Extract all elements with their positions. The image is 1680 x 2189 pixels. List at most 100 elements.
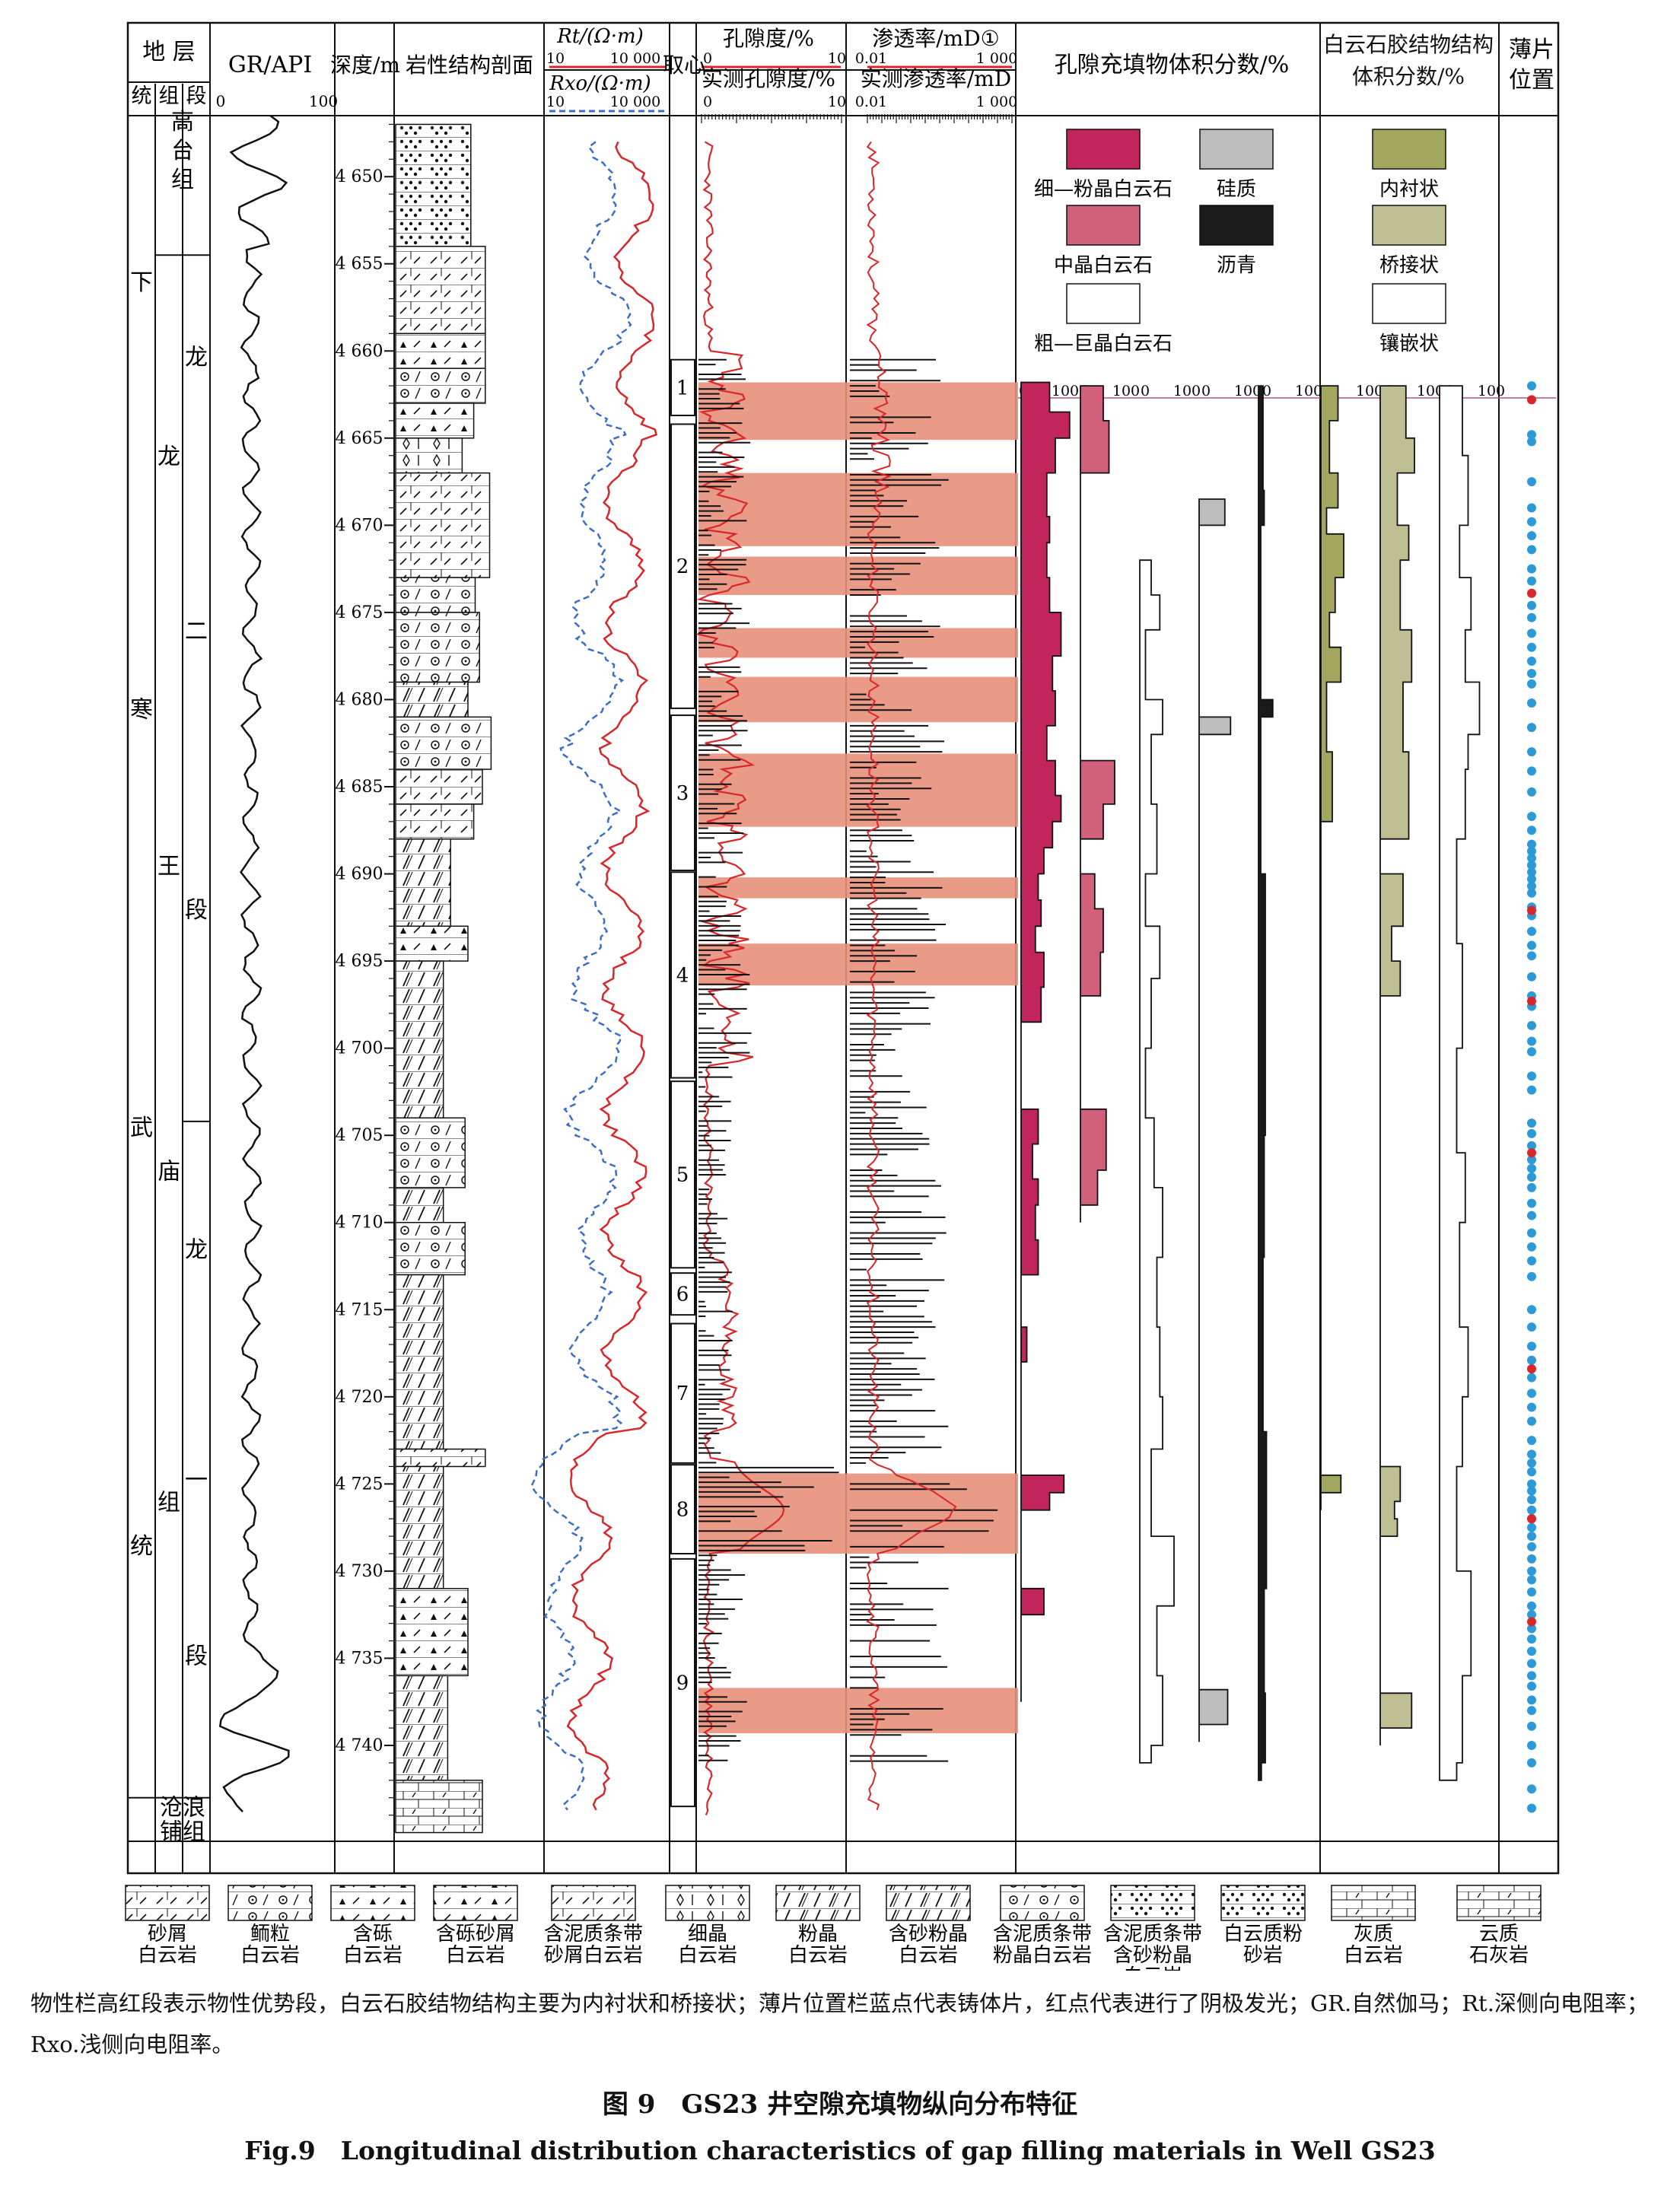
lithology-bed [395,246,486,335]
thin-section-dot-cast [1527,1211,1536,1220]
thin-section-dot-cast [1527,1449,1536,1459]
thin-section-dot-cast [1527,927,1536,937]
thin-section-dot-cast [1527,1587,1536,1597]
thin-section-dot-cast [1527,1721,1536,1731]
res-scale-min: 10 [546,50,565,67]
lith-legend-label: 石灰岩 [1469,1944,1529,1967]
thin-section-dot-cast [1527,657,1536,667]
formation-char: 龙 [158,444,180,470]
perm-measured: 实测渗透率/mD [861,66,1011,91]
depth-header: 深度/m [330,52,400,78]
formation-char: 台 [171,138,194,164]
thin-section-dot-cast [1527,679,1536,689]
thin-section-dot-cast [1527,1155,1536,1165]
medium-dolomite-fill [1080,385,1115,1223]
thin-section-dot-cast [1527,1634,1536,1644]
dolo-legend-label: 镶嵌状 [1379,332,1439,355]
lith-legend-label: 灰质 [1354,1923,1393,1946]
res-scale-max-2: 10 000 [610,94,660,110]
thin-section-dot-cl [1527,1364,1536,1374]
por-scale-min-2: 0 [703,94,712,110]
thin-section-dot-cast [1527,723,1536,733]
lith-legend-label: 粉晶白云岩 [993,1944,1092,1967]
lithology-bed [395,577,476,613]
lith-legend-swatch [551,1885,636,1921]
member-char: 龙 [185,1237,208,1264]
litho-header: 岩性结构剖面 [406,52,533,78]
thin-section-dot-cast [1527,1020,1536,1030]
lith-legend-label: 含泥质条带 [544,1923,643,1946]
thin-section-dot-cl [1527,905,1536,915]
depth-ticks: 4 650 4 655 4 660 4 665 4 670 4 675 4 680 4 685… [336,123,394,1816]
figure-note: 物性栏高红段表示物性优势段，白云石胶结物结构主要为内衬状和桥接状；薄片位置栏蓝点… [30,1990,1649,2057]
thin-section-dot-cast [1527,1036,1536,1046]
fill-scale-max: 100 [1112,383,1140,399]
highlight-band [698,1473,1018,1554]
thin-section-dot-cast [1527,1479,1536,1489]
thin-section-dot-cast [1527,1467,1536,1477]
lith-legend-label: 白云岩 [788,1944,848,1967]
thin-section-dot-cast [1527,503,1536,513]
fill-legend-swatch [1066,129,1141,170]
dolo-legend-swatch [1372,283,1446,324]
thin-section-dot-cl [1527,1514,1536,1524]
fill-scale-min: 0 [1262,383,1271,399]
lith-legend-label: 白云岩 [138,1944,197,1967]
thin-section-dot-cast [1527,1682,1536,1691]
lithology-bed [395,1588,469,1677]
thin-section-dot-cast [1527,747,1536,757]
thin-section-dot-cast [1527,1389,1536,1398]
lith-legend-label: 云质 [1479,1923,1519,1946]
thin-section-dot-cast [1527,545,1536,555]
member-char: 段 [185,1643,208,1669]
lith-legend-label: 白云岩 [899,1944,958,1967]
core-box [670,1272,695,1316]
thin-section-dot-cast [1527,1355,1536,1365]
series-char: 武 [130,1115,153,1141]
thin-section-dot-cast [1527,1141,1536,1150]
thin-section-dot-cast [1527,1554,1536,1564]
lithology-bed [395,123,472,247]
depth-tick-label: 4 705 [336,1126,383,1145]
thin-section-dot-cast [1527,1494,1536,1504]
lith-legend-swatch [1000,1885,1085,1921]
thin-section-dot-cl [1527,1617,1536,1627]
thin-section-dot-cl [1527,588,1536,598]
perm-scale-min: 0.01 [855,50,887,67]
fill-scale-max: 100 [1417,383,1444,399]
lithology-bed [395,367,486,404]
thin-section-dot-cast [1527,1402,1536,1412]
porosity-curve [696,141,785,1816]
thin-section-dot-cast [1527,1085,1536,1095]
fill-legend-label: 硅质 [1217,178,1256,201]
depth-tick-label: 4 660 [336,342,383,361]
strat-sub-formation: 组 [159,84,180,108]
strat-sub-series: 统 [132,84,152,108]
thin-section-dot-cast [1527,531,1536,541]
fill-legend-label: 中晶白云石 [1054,254,1153,277]
lith-legend-label: 砂屑 [148,1923,187,1946]
dolo-legend-label: 桥接状 [1379,254,1439,277]
fine-dolomite-fill [1020,381,1071,1702]
highlight-band [698,1688,1018,1733]
lith-legend-label: 含泥质条带 [993,1923,1092,1946]
thin-section-dot-cast [1527,846,1536,856]
core-box [670,1322,695,1464]
lining-fill [1320,385,1344,1510]
highlight-band [698,472,1018,546]
column-dividers [128,23,1558,1873]
thin-section-dot-cast [1527,1256,1536,1266]
thin-section-dot-cast [1527,1566,1536,1576]
thin-section-dot-cast [1527,766,1536,776]
perm-scale-max: 1 000 [976,50,1017,67]
member-char: 一 [185,1467,208,1494]
core-number: 1 [676,377,689,399]
core-number: 3 [676,782,689,805]
permeability-curve [866,141,957,1811]
thin-section-dot-cast [1527,381,1536,391]
fill-legend-label: 细—粉晶白云石 [1034,178,1172,201]
lith-legend-swatch [1331,1885,1416,1921]
lith-legend-swatch [775,1885,861,1921]
thin-section-dot-cast [1527,1128,1536,1138]
